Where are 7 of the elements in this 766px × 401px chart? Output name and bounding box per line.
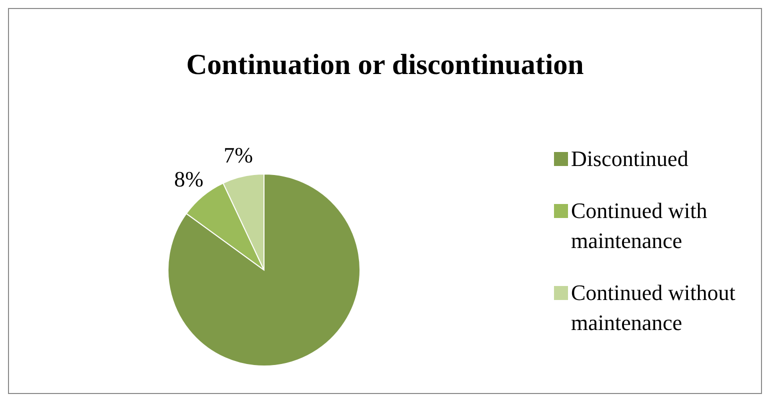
data-label: 8% (174, 166, 204, 192)
chart-title: Continuation or discontinuation (185, 49, 585, 82)
legend-label: Continued with maintenance (571, 197, 708, 255)
legend-label: Continued without maintenance (571, 279, 736, 337)
legend-label: Discontinued (571, 145, 688, 173)
data-label: 7% (224, 142, 253, 168)
pie-slice (168, 174, 360, 366)
